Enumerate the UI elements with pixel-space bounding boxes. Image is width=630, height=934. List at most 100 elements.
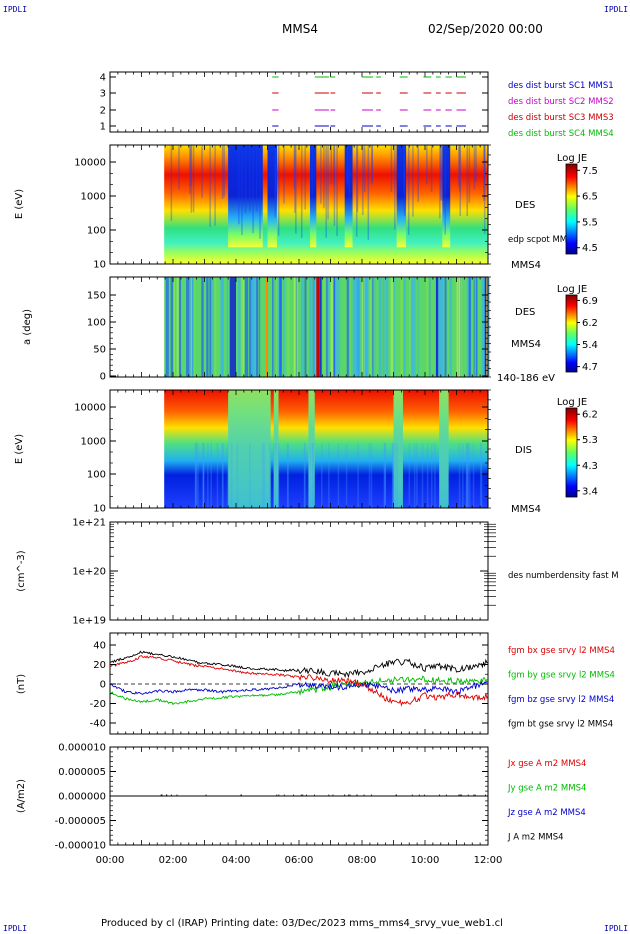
des-pitch-streak	[364, 277, 368, 377]
des-energy-low-flux-interval	[267, 145, 277, 248]
bfield-tick-label: 0	[100, 680, 106, 691]
des-pitch-streak	[212, 277, 214, 377]
des-energy-low-flux-interval	[310, 145, 317, 248]
dis-energy-streak	[230, 443, 233, 508]
des-pitch-streak	[364, 277, 366, 377]
des-energy-streak	[323, 145, 325, 209]
des-pitch-streak	[483, 277, 486, 377]
des-pitch-streak	[244, 277, 249, 377]
des-energy-streak	[403, 145, 406, 216]
bfield-series-line	[109, 650, 489, 679]
des-pitch-high-flux	[265, 277, 268, 377]
dis-energy-colorbar	[565, 407, 578, 498]
des-energy-sc: MMS4	[511, 260, 541, 271]
des-energy-streak	[320, 145, 322, 204]
density-tick-label: 1e+21	[72, 518, 106, 529]
des-pitch-colorbar-tick-label: 6.2	[582, 318, 598, 329]
des-energy-tick-label: 100	[87, 226, 106, 237]
des-energy-tick-label: 1000	[81, 192, 106, 203]
des-pitch-streak	[170, 277, 173, 377]
bfield-tick-label: 20	[93, 660, 106, 671]
des-energy-streak	[190, 145, 193, 213]
des-pitch-energy-range: 140-186 eV	[497, 373, 555, 384]
des-pitch-streak	[274, 277, 277, 377]
des-energy-streak	[363, 145, 366, 193]
des-energy-streak	[170, 145, 173, 221]
dis-energy-streak	[458, 443, 461, 508]
dis-energy-streak	[272, 443, 275, 508]
des-pitch-streak	[411, 277, 413, 377]
des-pitch-streak	[252, 277, 256, 377]
des-energy-streak	[355, 145, 358, 237]
dis-energy-streak	[207, 443, 209, 508]
des-pitch-low-flux	[229, 277, 236, 377]
burst-legend-label: des dist burst SC1 MMS1	[508, 81, 614, 91]
des-energy-streak	[178, 145, 180, 190]
des-energy-streak	[209, 145, 211, 227]
burst-tick-label: 2	[100, 106, 106, 117]
des-pitch-streak	[356, 277, 359, 377]
time-axis-label: 06:00	[285, 855, 314, 866]
des-energy-streak	[483, 145, 486, 183]
des-energy-streak	[412, 145, 414, 217]
burst-legend-label: des dist burst SC2 MMS2	[508, 97, 614, 107]
des-pitch-streak	[312, 277, 317, 377]
dis-energy-streak	[221, 443, 224, 508]
dis-energy-streak	[431, 443, 433, 508]
des-pitch-streak	[176, 277, 180, 377]
time-axis-label: 08:00	[348, 855, 377, 866]
dis-energy-streak	[368, 443, 371, 508]
dis-energy-streak	[261, 443, 264, 508]
dis-energy-streak	[277, 443, 280, 508]
dis-energy-streak	[394, 443, 396, 508]
des-energy-tick-label: 10000	[74, 158, 106, 169]
des-pitch-tick-label: 150	[87, 291, 106, 302]
des-pitch-instrument: DES	[515, 307, 535, 318]
density-tick-label: 1e+20	[72, 567, 106, 578]
bfield-series-line	[109, 680, 489, 696]
des-energy-streak	[190, 145, 192, 187]
burst-legend-label: des dist burst SC4 MMS4	[508, 129, 614, 139]
dis-energy-streak	[396, 443, 398, 508]
dis-energy-tick-label: 10000	[74, 403, 106, 414]
dis-energy-colorbar-title: Log JE	[557, 397, 587, 408]
dis-energy-streak	[384, 443, 386, 508]
des-energy-tick-label: 10	[93, 260, 106, 271]
des-energy-streak	[333, 145, 335, 185]
des-energy-colorbar-tick-label: 4.5	[582, 243, 598, 254]
dis-energy-low-flux-interval	[439, 390, 449, 508]
des-energy-streak	[444, 145, 446, 235]
des-pitch-ylabel: a (deg)	[22, 309, 33, 345]
des-pitch-streak	[466, 277, 471, 377]
des-pitch-streak	[374, 277, 376, 377]
des-pitch-tick-label: 0	[100, 372, 106, 383]
current-tick-label: 0.000010	[58, 743, 106, 754]
des-energy-low-flux-interval	[344, 145, 353, 248]
des-energy-streak	[274, 145, 277, 201]
des-pitch-colorbar-tick-label: 4.7	[582, 362, 598, 373]
dis-energy-streak	[383, 443, 386, 508]
des-energy-colorbar-tick-label: 5.5	[582, 217, 598, 228]
des-energy-low-flux-interval	[396, 145, 407, 248]
des-energy-streak	[348, 145, 351, 206]
des-pitch-colorbar-tick-label: 6.9	[582, 296, 598, 307]
bfield-series-line	[109, 655, 489, 707]
des-pitch-colorbar	[565, 294, 578, 373]
dis-energy-streak	[286, 443, 289, 508]
des-pitch-streak	[173, 277, 175, 377]
des-pitch-streak	[300, 277, 304, 377]
des-energy-streak	[336, 145, 338, 237]
des-pitch-streak	[201, 277, 204, 377]
des-energy-streak	[300, 145, 303, 238]
corner-label-top-right: IPDLI	[604, 5, 629, 14]
des-energy-low-flux-interval	[442, 145, 451, 248]
des-pitch-sc: MMS4	[511, 339, 541, 350]
des-pitch-streak	[272, 277, 274, 377]
dis-energy-streak	[263, 443, 265, 508]
burst-panel-frame	[109, 71, 489, 133]
des-pitch-streak	[409, 277, 411, 377]
des-pitch-streak	[412, 277, 416, 377]
burst-tick-label: 3	[100, 89, 106, 100]
des-pitch-colorbar-tick-label: 5.4	[582, 340, 598, 351]
dis-energy-streak	[391, 443, 394, 508]
